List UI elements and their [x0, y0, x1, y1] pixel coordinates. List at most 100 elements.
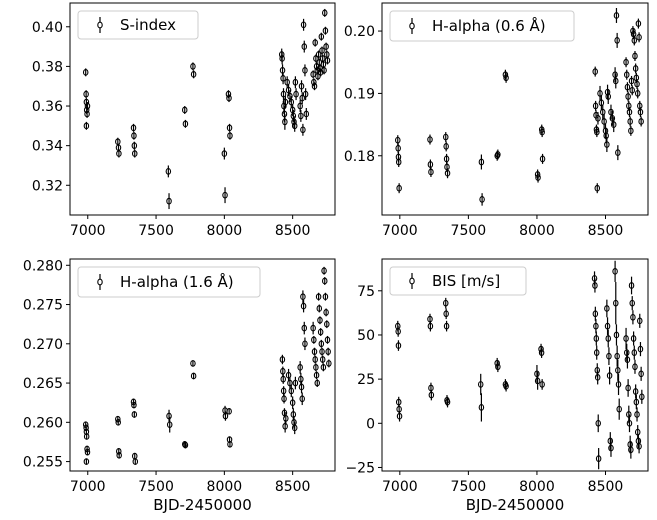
- data-point: [614, 345, 620, 367]
- data-marker: [226, 124, 233, 132]
- data-point: [628, 276, 635, 295]
- data-point: [539, 127, 545, 138]
- data-point: [84, 109, 90, 118]
- data-point: [623, 57, 629, 68]
- data-point: [166, 409, 172, 423]
- data-point: [130, 123, 137, 132]
- data-point: [427, 320, 434, 332]
- data-marker: [190, 360, 196, 367]
- data-point: [595, 414, 601, 433]
- data-marker: [595, 455, 602, 462]
- panel-4: 7000 7500 8000 8500 −25 0 25 50 75 BJD-2450000 BIS…: [345, 258, 649, 514]
- data-marker: [311, 82, 318, 90]
- legend-label: BIS [m/s]: [432, 272, 500, 290]
- data-point: [181, 106, 188, 114]
- data-marker: [503, 382, 509, 390]
- data-point: [226, 94, 232, 103]
- legend-box: [77, 266, 261, 298]
- x-tick-label: 8000: [207, 479, 243, 495]
- data-marker: [606, 372, 613, 379]
- data-point: [634, 425, 641, 440]
- data-point: [226, 407, 232, 415]
- data-point: [443, 141, 449, 152]
- data-point: [324, 335, 331, 344]
- data-marker: [626, 419, 633, 427]
- data-marker: [292, 379, 299, 387]
- data-point: [628, 125, 634, 136]
- data-marker: [598, 99, 605, 107]
- legend-box: [389, 10, 575, 42]
- data-marker: [613, 299, 619, 307]
- data-marker: [594, 128, 600, 136]
- data-point: [190, 62, 196, 71]
- data-point: [301, 321, 308, 335]
- data-marker: [395, 144, 401, 152]
- data-point: [288, 96, 295, 109]
- data-marker: [280, 74, 286, 82]
- data-marker: [166, 412, 172, 420]
- legend: S-index: [77, 10, 199, 40]
- y-tick-label: 0.18: [344, 149, 375, 165]
- data-point: [625, 379, 631, 397]
- data-marker: [607, 437, 614, 445]
- data-point: [316, 304, 323, 313]
- data-point: [628, 75, 635, 86]
- data-marker: [181, 106, 188, 114]
- data-point: [310, 321, 316, 335]
- data-point: [292, 76, 299, 89]
- data-marker: [604, 322, 611, 330]
- data-point: [593, 345, 600, 360]
- legend-marker: [409, 22, 415, 30]
- x-tick-label: 8500: [588, 223, 624, 239]
- data-point: [301, 40, 308, 53]
- data-marker: [539, 128, 545, 136]
- data-point: [535, 172, 541, 183]
- x-tick-label: 7500: [451, 479, 487, 495]
- data-marker: [612, 268, 618, 275]
- legend: H-alpha (0.6 Å): [389, 10, 575, 42]
- data-point: [597, 85, 603, 101]
- data-marker: [317, 328, 324, 336]
- data-point: [595, 112, 601, 125]
- data-marker: [628, 446, 634, 454]
- data-point: [310, 70, 316, 79]
- legend-box: [77, 10, 199, 40]
- y-tick-label: 0.260: [23, 415, 63, 431]
- data-marker: [633, 398, 640, 406]
- data-point: [83, 458, 90, 465]
- data-marker: [284, 78, 290, 86]
- data-marker: [323, 309, 329, 316]
- data-marker: [287, 92, 293, 100]
- data-point: [82, 68, 89, 77]
- data-point: [627, 116, 633, 127]
- data-marker: [608, 108, 614, 116]
- data-point: [326, 359, 332, 368]
- data-marker: [282, 118, 288, 126]
- data-point: [598, 95, 605, 111]
- data-marker: [638, 370, 644, 378]
- data-marker: [131, 150, 138, 157]
- data-marker: [535, 174, 541, 181]
- data-marker: [623, 349, 630, 356]
- data-point: [283, 412, 289, 425]
- data-marker: [301, 324, 308, 332]
- data-point: [613, 73, 619, 89]
- data-point: [291, 421, 298, 435]
- data-marker: [324, 57, 331, 64]
- data-marker: [610, 121, 617, 128]
- data-point: [322, 8, 328, 17]
- data-point: [592, 278, 598, 293]
- data-point: [395, 143, 401, 154]
- data-marker: [314, 379, 320, 387]
- data-marker: [626, 102, 632, 110]
- data-marker: [592, 310, 599, 318]
- data-point: [604, 299, 610, 318]
- data-marker: [321, 67, 327, 74]
- data-point: [494, 357, 500, 369]
- data-point: [291, 115, 297, 128]
- data-point: [538, 347, 545, 358]
- y-tick-label: 0.36: [32, 99, 63, 115]
- data-point: [609, 110, 616, 126]
- data-marker: [83, 98, 90, 106]
- legend-box: [389, 266, 527, 296]
